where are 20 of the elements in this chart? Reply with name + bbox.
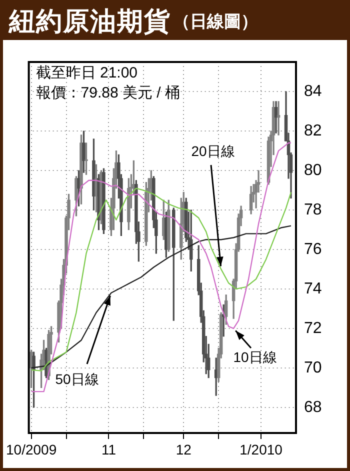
y-tick-label: 84 [304,83,322,100]
y-tick-label: 78 [304,201,322,218]
text: 20日線 [191,142,235,159]
y-tick-label: 80 [304,162,322,179]
x-tick-label: 12 [176,441,192,458]
y-tick-label: 82 [304,122,322,140]
y-tick-label: 72 [304,320,322,337]
y-tick-label: 68 [304,398,322,416]
x-tick-label: 10/2009 [6,441,57,458]
y-tick-label: 76 [304,240,322,258]
x-tick-label: 1/2010 [240,441,283,458]
y-tick-label: 70 [304,359,322,376]
x-tick-label: 11 [101,441,116,458]
chart-subtitle: （日線圖） [173,11,258,33]
y-tick-label: 74 [304,280,322,298]
annotation: 報價：79.88 美元 / 桶 [36,84,180,102]
annotation: 截至昨日 21:00 [36,64,138,82]
series-label: 50日線 [55,370,99,387]
series-label: 10日線 [233,348,277,365]
chart-title: 紐約原油期貨 [9,6,171,39]
